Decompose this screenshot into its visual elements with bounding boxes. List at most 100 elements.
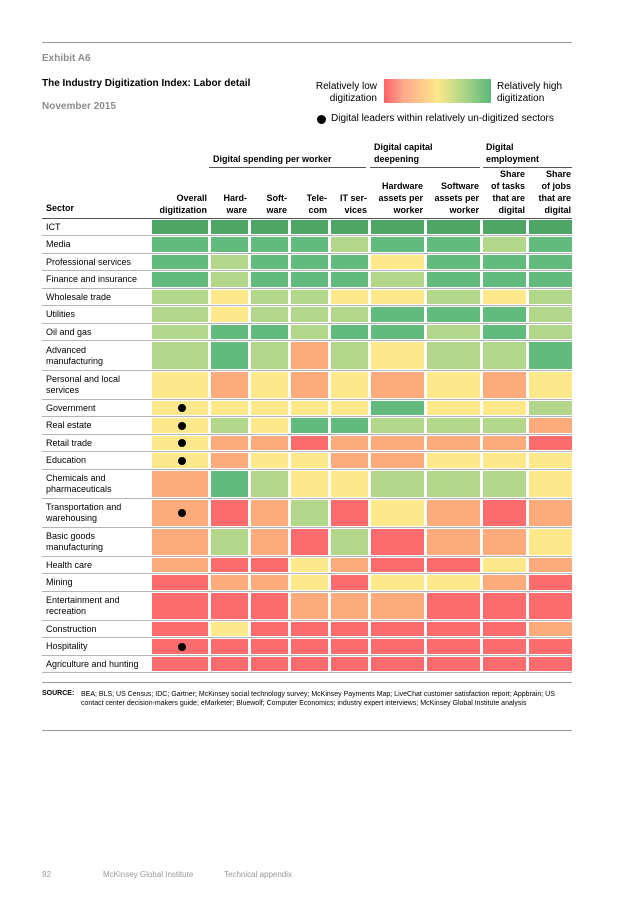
heatmap-cell — [251, 220, 288, 234]
table-row: Retail trade — [42, 435, 572, 452]
heatmap-cell — [152, 436, 208, 450]
heatmap-cell — [211, 342, 248, 369]
heatmap-cell — [483, 237, 526, 252]
heatmap-cell — [331, 307, 368, 322]
heatmap-cell — [331, 657, 368, 671]
sector-label: Mining — [46, 577, 73, 587]
source-bottom-rule — [42, 730, 572, 731]
heatmap-cell — [371, 372, 424, 398]
source-text: BEA; BLS; US Census; IDC; Gartner; McKin… — [81, 691, 555, 707]
heatmap-cell — [331, 290, 368, 304]
heatmap-cell — [251, 558, 288, 572]
row-divider — [42, 655, 572, 656]
heatmap-cell — [291, 529, 328, 555]
heatmap-cell — [251, 622, 288, 636]
group-line-employment — [483, 167, 572, 168]
heatmap-cell — [331, 622, 368, 636]
sector-label: Professional services — [46, 256, 132, 267]
heatmap-cell — [291, 325, 328, 339]
heatmap-cell — [211, 453, 248, 468]
heatmap-cell — [483, 342, 526, 369]
heatmap-cell — [529, 342, 572, 369]
heatmap-cell — [427, 453, 480, 468]
sector-column-header: Sector — [46, 203, 75, 213]
heatmap-cell — [152, 593, 208, 619]
sector-label: Media — [46, 239, 71, 249]
heatmap-cell — [371, 342, 424, 369]
heatmap-cell — [529, 272, 572, 287]
heatmap-cell — [211, 593, 248, 619]
heatmap-cell — [331, 342, 368, 369]
heatmap-cell — [427, 575, 480, 590]
table-row: Oil and gas — [42, 324, 572, 341]
heatmap-cell — [371, 401, 424, 415]
heatmap-cell — [331, 401, 368, 415]
heatmap-cell — [427, 255, 480, 269]
sector-label: Construction — [46, 623, 97, 634]
heatmap-cell — [291, 453, 328, 468]
heatmap-cell — [211, 237, 248, 252]
sector-label: Finance and insurance — [46, 274, 138, 284]
heatmap-cell — [211, 401, 248, 415]
heatmap-cell — [427, 290, 480, 304]
heatmap-cell — [291, 255, 328, 269]
column-header-1: Overall digitization — [159, 193, 208, 215]
heatmap-cell — [251, 418, 288, 433]
heatmap-cell — [483, 593, 526, 619]
heatmap-cell — [427, 622, 480, 636]
heatmap-cell — [529, 372, 572, 398]
heatmap-cell — [529, 325, 572, 339]
heatmap-cell — [291, 593, 328, 619]
heatmap-cell — [211, 558, 248, 572]
heatmap-cell — [483, 272, 526, 287]
row-divider — [42, 637, 572, 638]
heatmap-cell — [291, 500, 328, 526]
row-divider — [42, 340, 572, 341]
column-header-2: Hard- ware — [223, 193, 247, 215]
heatmap-cell — [483, 325, 526, 339]
table-row: Transportation and warehousing — [42, 499, 572, 528]
heatmap-cell — [152, 401, 208, 415]
heatmap-cell — [483, 500, 526, 526]
heatmap-cell — [152, 657, 208, 671]
row-divider — [42, 573, 572, 574]
heatmap-cell — [251, 272, 288, 287]
heatmap-cell — [291, 401, 328, 415]
heatmap-cell — [152, 342, 208, 369]
digital-leader-dot — [178, 509, 186, 517]
heatmap-cell — [211, 272, 248, 287]
column-header-4: Tele- com — [306, 193, 327, 215]
heatmap-cell — [251, 639, 288, 654]
heatmap-cell — [331, 529, 368, 555]
heatmap-cell — [427, 436, 480, 450]
table-row: Media — [42, 236, 572, 254]
heatmap-cell — [371, 622, 424, 636]
heatmap-cell — [152, 639, 208, 654]
table-row: Construction — [42, 621, 572, 638]
heatmap-cell — [152, 453, 208, 468]
heatmap-cell — [529, 255, 572, 269]
heatmap-cell — [251, 372, 288, 398]
row-divider — [42, 288, 572, 289]
heatmap-cell — [291, 220, 328, 234]
footer-section: Technical appendix — [224, 870, 293, 879]
heatmap-cell — [427, 372, 480, 398]
heatmap-cell — [331, 436, 368, 450]
row-divider — [42, 416, 572, 417]
heatmap-cell — [529, 558, 572, 572]
heatmap-cell — [211, 325, 248, 339]
heatmap-cell — [291, 436, 328, 450]
row-divider — [42, 370, 572, 371]
heatmap-cell — [211, 622, 248, 636]
heatmap-cell — [152, 290, 208, 304]
sector-label: Transportation and warehousing — [46, 502, 122, 523]
table-row: Hospitality — [42, 638, 572, 656]
heatmap-cell — [211, 471, 248, 497]
heatmap-cell — [371, 272, 424, 287]
heatmap-cell — [211, 639, 248, 654]
sector-label: Health care — [46, 559, 93, 570]
heatmap-cell — [291, 272, 328, 287]
sector-label: Utilities — [46, 309, 76, 319]
heatmap-cell — [529, 290, 572, 304]
row-divider — [42, 235, 572, 236]
